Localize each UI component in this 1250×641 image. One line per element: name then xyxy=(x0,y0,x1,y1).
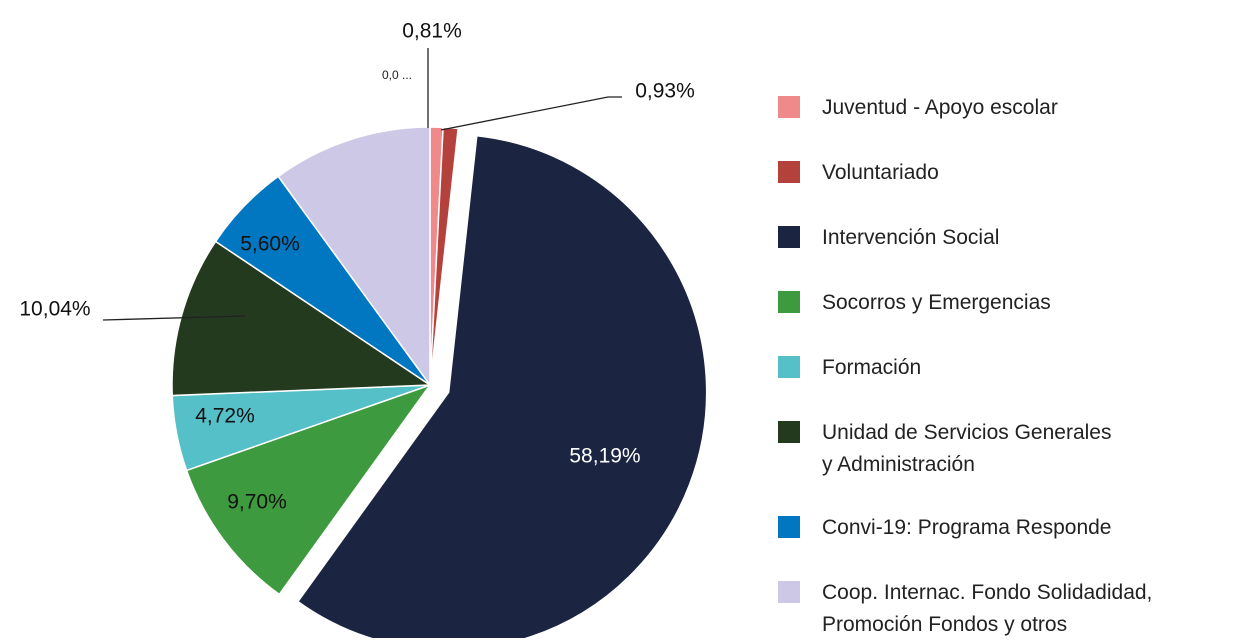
data-label: 0,81% xyxy=(402,20,462,43)
legend-swatch xyxy=(778,356,800,378)
legend-label: Convi-19: Programa Responde xyxy=(822,516,1112,539)
legend-swatch xyxy=(778,161,800,183)
data-label: 4,72% xyxy=(195,405,255,428)
legend-label: Formación xyxy=(822,356,922,379)
legend-item: Juventud - Apoyo escolar xyxy=(778,92,1058,124)
legend-swatch xyxy=(778,291,800,313)
legend-swatch xyxy=(778,421,800,443)
legend-swatch xyxy=(778,226,800,248)
pie-slice xyxy=(296,134,708,638)
leader-line xyxy=(440,96,622,131)
legend-swatch xyxy=(778,96,800,118)
legend-label: Juventud - Apoyo escolar xyxy=(822,96,1058,119)
legend-label: Voluntariado xyxy=(822,161,939,184)
legend-label: Coop. Internac. Fondo Solidadidad, Promo… xyxy=(822,581,1153,636)
legend-label: Socorros y Emergencias xyxy=(822,291,1051,314)
legend-item: Unidad de Servicios Generales y Administ… xyxy=(778,417,1112,481)
data-label: 5,60% xyxy=(240,233,300,256)
data-label: 10,04% xyxy=(19,298,90,321)
legend-label: Unidad de Servicios Generales y Administ… xyxy=(822,421,1112,476)
leader-line xyxy=(102,315,246,321)
legend-swatch xyxy=(778,516,800,538)
annotation: 0,0 ... xyxy=(382,68,412,82)
legend-swatch xyxy=(778,581,800,603)
pie-slice xyxy=(185,383,433,596)
legend-item: Formación xyxy=(778,352,921,384)
pie-slice xyxy=(277,126,431,388)
legend-item: Intervención Social xyxy=(778,222,999,254)
legend-label: Intervención Social xyxy=(822,226,1000,249)
legend-item: Voluntariado xyxy=(778,157,939,189)
pie-slice xyxy=(171,240,433,397)
data-label: 58,19% xyxy=(569,445,640,468)
legend-item: Coop. Internac. Fondo Solidadidad, Promo… xyxy=(778,577,1152,641)
data-label: 9,70% xyxy=(227,491,287,514)
legend-item: Socorros y Emergencias xyxy=(778,287,1051,319)
data-label: 0,93% xyxy=(635,80,695,103)
legend-item: Convi-19: Programa Responde xyxy=(778,512,1112,544)
